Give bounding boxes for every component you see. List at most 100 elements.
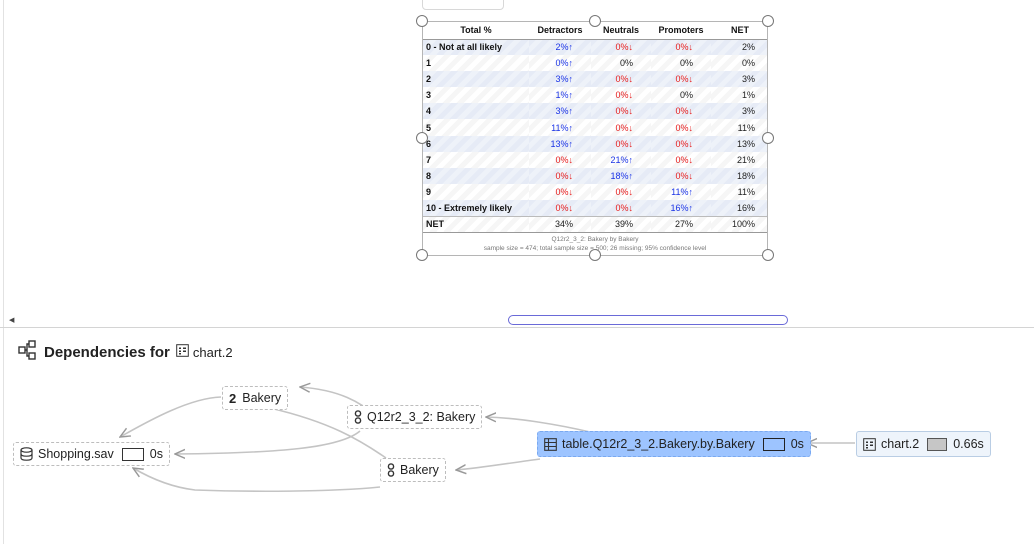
cell-p-value: 11% [671, 186, 689, 197]
row-label-value: 0 - Not at all likely [426, 42, 503, 53]
resize-handle-bottom-center[interactable] [589, 249, 601, 261]
header-detractors: Detractors [529, 22, 591, 40]
node-chart[interactable]: chart.2 0.66s [856, 431, 991, 457]
chart-icon [176, 344, 189, 360]
row-label: 1 [423, 55, 529, 72]
cell-net: 21% [711, 151, 767, 168]
row-label: 6 [423, 135, 529, 152]
resize-handle-bottom-right[interactable] [762, 249, 774, 261]
cell-d: 13%↑ [529, 135, 591, 152]
arrow-down-icon: ↓ [688, 42, 694, 53]
variable-icon [354, 410, 362, 424]
cell-d: 11%↑ [529, 119, 591, 136]
resize-handle-top-left[interactable] [416, 15, 428, 27]
cell-d-value: 0% [555, 58, 569, 69]
cell-p-value: 0% [675, 122, 689, 133]
arrow-down-icon: ↓ [568, 202, 574, 213]
arrow-down-icon: ↓ [688, 74, 694, 85]
arrow-down-icon: ↓ [688, 106, 694, 117]
cell-n-value: 0% [615, 42, 629, 53]
arrow-up-icon: ↑ [568, 58, 574, 69]
resize-handle-middle-right[interactable] [762, 132, 774, 144]
cell-p-value: 0% [675, 138, 689, 149]
resize-handle-bottom-left[interactable] [416, 249, 428, 261]
resize-handle-middle-left[interactable] [416, 132, 428, 144]
dependencies-target[interactable]: chart.2 [176, 344, 233, 360]
cell-d: 0%↑ [529, 55, 591, 72]
table-row: 6 13%↑ 0%↓ 0%↓ 13% [423, 135, 767, 152]
variable-icon [387, 463, 395, 477]
arrow-down-icon: ↓ [628, 42, 634, 53]
arrow-up-icon: ↑ [568, 74, 574, 85]
top-widget-stub[interactable] [422, 0, 504, 10]
arrow-down-icon: ↓ [688, 138, 694, 149]
table-row: 3 1%↑ 0%↓ 0% 1% [423, 87, 767, 104]
header-promoters: Promoters [651, 22, 711, 40]
arrow-down-icon: ↓ [628, 74, 634, 85]
row-label: 2 [423, 71, 529, 88]
node-shopping-data-file[interactable]: Shopping.sav 0s [13, 442, 170, 466]
cell-n-value: 0% [615, 202, 629, 213]
node-table-selected[interactable]: table.Q12r2_3_2.Bakery.by.Bakery 0s [537, 431, 811, 457]
arrow-down-icon: ↓ [568, 186, 574, 197]
row-label-value: 2 [426, 74, 432, 85]
arrow-up-icon: ↑ [628, 170, 634, 181]
crosstab-table-widget[interactable]: Total % Detractors Neutrals Promoters NE… [422, 21, 768, 256]
node-label: chart.2 [881, 437, 920, 451]
cell-n-value: 0% [615, 90, 629, 101]
scroll-left-arrow-icon[interactable]: ◀ [9, 316, 15, 324]
arrow-down-icon: ↓ [628, 106, 634, 117]
cell-net-value: 3% [741, 106, 755, 117]
arrow-down-icon: ↓ [688, 154, 694, 165]
row-label: 8 [423, 167, 529, 184]
table-row: 5 11%↑ 0%↓ 0%↓ 11% [423, 119, 767, 136]
cell-net: 16% [711, 199, 767, 217]
arrow-down-icon: ↓ [628, 138, 634, 149]
cell-d: 0%↓ [529, 167, 591, 184]
arrow-down-icon: ↓ [628, 122, 634, 133]
row-label: NET [423, 215, 529, 233]
table-icon [544, 437, 557, 451]
cell-net-value: 3% [741, 74, 755, 85]
cell-net-value: 1% [741, 90, 755, 101]
cell-d: 0%↓ [529, 199, 591, 217]
cell-d-value: 3% [555, 106, 569, 117]
row-label-value: NET [426, 219, 444, 230]
cell-n-value: 18% [610, 170, 629, 181]
resize-handle-top-right[interactable] [762, 15, 774, 27]
node-bakery-count[interactable]: 2 Bakery [222, 386, 289, 410]
node-q12r2-variable[interactable]: Q12r2_3_2: Bakery [347, 405, 483, 429]
arrow-up-icon: ↑ [568, 122, 574, 133]
cell-n: 0%↓ [591, 183, 651, 200]
cell-p: 16%↑ [651, 199, 711, 217]
cell-n: 0%↓ [591, 135, 651, 152]
cell-net: 100% [711, 215, 767, 233]
cell-d-value: 11% [551, 122, 569, 133]
table-row: 9 0%↓ 0%↓ 11%↑ 11% [423, 183, 767, 200]
resize-handle-top-center[interactable] [589, 15, 601, 27]
cell-n: 18%↑ [591, 167, 651, 184]
cell-n-value: 21% [610, 154, 629, 165]
cell-n: 0%↓ [591, 87, 651, 104]
row-label: 10 - Extremely likely [423, 199, 529, 217]
cell-n-value: 39% [614, 219, 633, 230]
node-bakery-variable[interactable]: Bakery [380, 458, 446, 482]
cell-p: 0%↓ [651, 39, 711, 56]
header-neutrals: Neutrals [591, 22, 651, 40]
cell-net: 13% [711, 135, 767, 152]
database-icon [20, 447, 33, 461]
dependencies-header: Dependencies for chart.2 [18, 340, 233, 362]
node-label: Bakery [400, 463, 439, 477]
dependencies-title: Dependencies for [44, 343, 170, 361]
cell-p: 0%↓ [651, 71, 711, 88]
cell-d: 3%↑ [529, 71, 591, 88]
timing-bar [121, 447, 144, 461]
cell-p-value: 0% [675, 154, 689, 165]
table-row: NET 34% 39% 27% 100% [423, 215, 767, 233]
arrow-up-icon: ↑ [568, 106, 574, 117]
horizontal-scrollbar[interactable] [508, 315, 788, 325]
panel-divider[interactable] [0, 327, 1034, 328]
cell-net-value: 0% [741, 58, 755, 69]
cell-d: 0%↓ [529, 151, 591, 168]
cell-net-value: 2% [741, 42, 755, 53]
